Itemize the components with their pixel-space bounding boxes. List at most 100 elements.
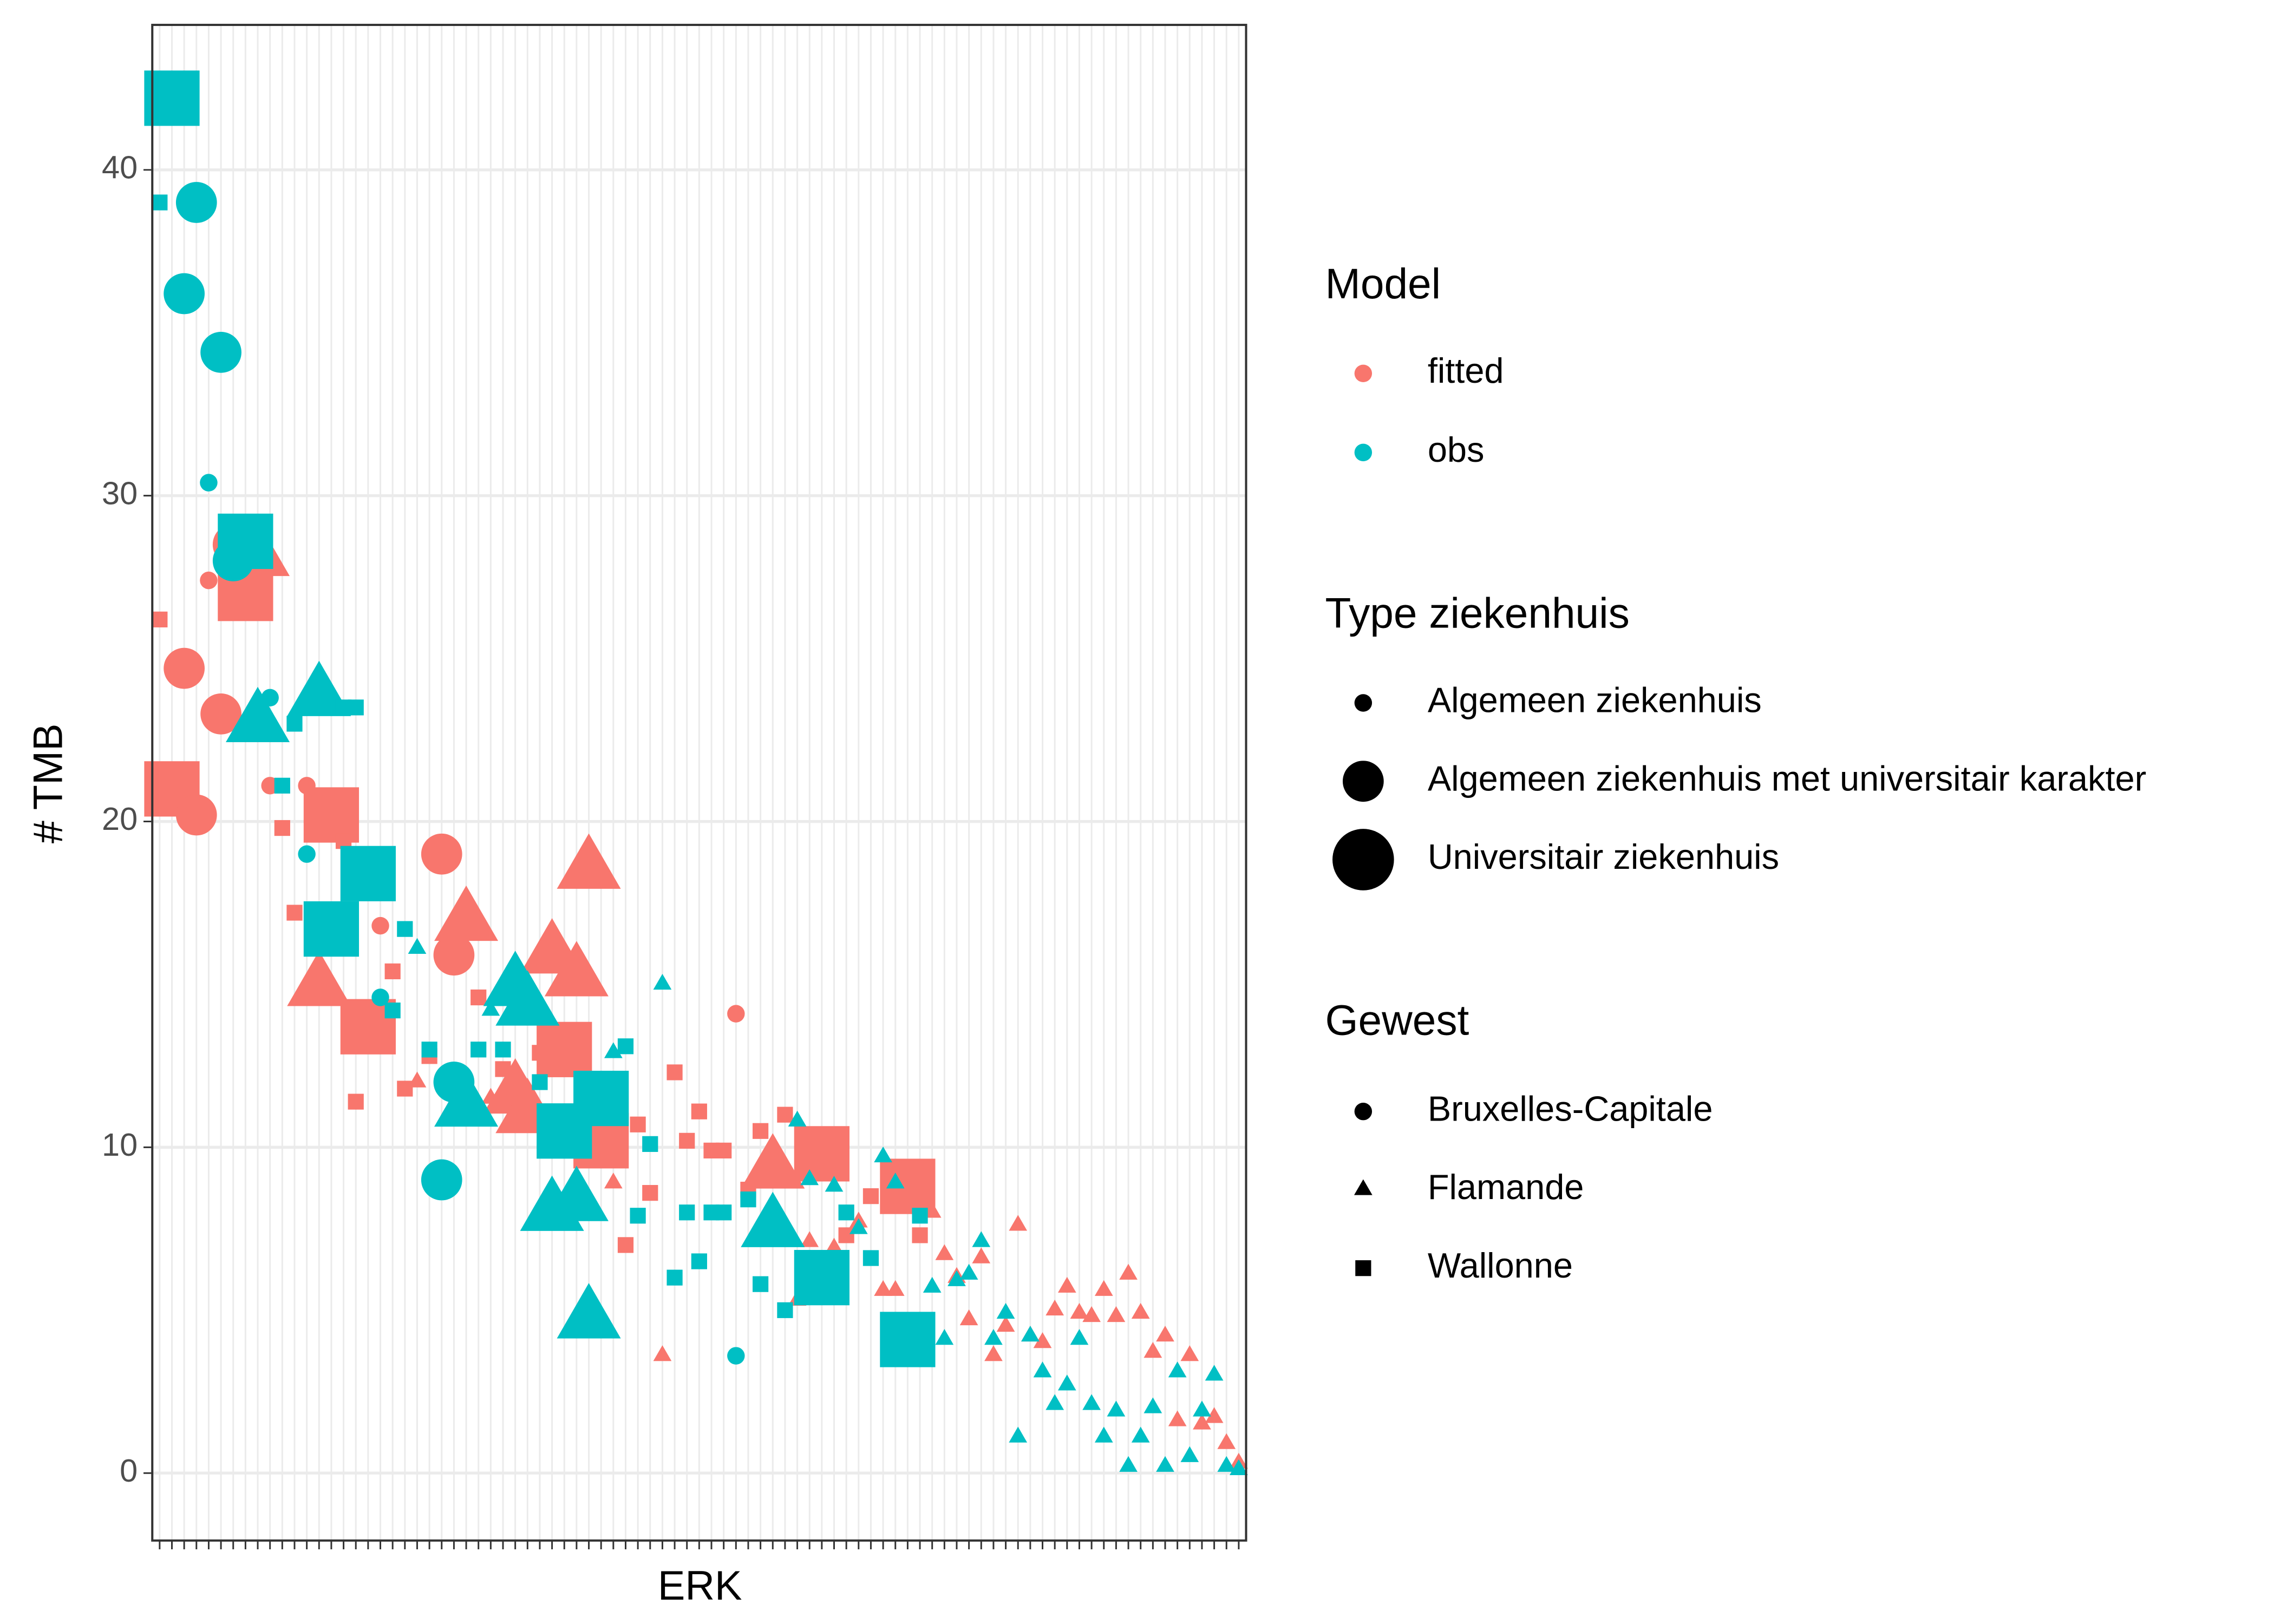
- point: [630, 1208, 646, 1224]
- point: [164, 647, 205, 689]
- point: [1168, 1361, 1187, 1378]
- point: [544, 941, 609, 997]
- legend-key: [1354, 1179, 1373, 1195]
- point: [825, 1237, 844, 1254]
- point: [226, 686, 290, 743]
- legend-label: obs: [1428, 430, 1485, 469]
- point: [741, 1133, 805, 1189]
- point: [1131, 1302, 1150, 1319]
- point: [1217, 1433, 1236, 1449]
- point: [996, 1315, 1015, 1332]
- point: [1033, 1361, 1052, 1378]
- legend-key: [1355, 1260, 1371, 1276]
- point: [200, 331, 241, 373]
- legend-title: Model: [1325, 260, 1441, 307]
- point: [874, 1280, 892, 1296]
- point: [886, 1280, 905, 1296]
- point: [303, 901, 360, 957]
- point: [1119, 1263, 1138, 1280]
- point: [1217, 1456, 1236, 1472]
- point: [200, 474, 218, 492]
- point: [604, 1173, 623, 1189]
- point: [1143, 1342, 1162, 1358]
- point: [1045, 1299, 1064, 1316]
- point: [1143, 1397, 1162, 1413]
- point: [740, 1191, 756, 1208]
- legend-key: [1354, 1102, 1373, 1121]
- point: [666, 1269, 683, 1286]
- point: [532, 1074, 548, 1090]
- point: [397, 921, 413, 937]
- point: [679, 1132, 695, 1149]
- point: [862, 1250, 879, 1266]
- point: [348, 699, 364, 716]
- legend-label: Algemeen ziekenhuis: [1428, 680, 1762, 720]
- point: [537, 1021, 592, 1077]
- point: [838, 1227, 854, 1243]
- legend-key: [1342, 761, 1384, 802]
- point: [886, 1173, 905, 1189]
- point: [1070, 1328, 1089, 1345]
- point: [794, 1249, 850, 1306]
- point: [274, 777, 290, 794]
- point: [838, 1204, 854, 1221]
- point: [471, 989, 487, 1006]
- point: [727, 1005, 745, 1023]
- point: [1156, 1325, 1174, 1342]
- point: [1168, 1410, 1187, 1426]
- point: [348, 1093, 364, 1110]
- point: [972, 1231, 991, 1247]
- y-tick-label: 40: [102, 149, 138, 186]
- point: [959, 1263, 978, 1280]
- point: [948, 1270, 966, 1286]
- point: [557, 1283, 621, 1339]
- point: [421, 1159, 462, 1201]
- point: [984, 1345, 1003, 1361]
- x-axis-title: ERK: [658, 1563, 742, 1609]
- point: [152, 611, 168, 627]
- point: [495, 970, 560, 1026]
- legend-label: fitted: [1428, 351, 1504, 390]
- point: [1230, 1459, 1248, 1475]
- axes: 0 10 20 30 40: [102, 149, 1240, 1550]
- point: [825, 1176, 844, 1192]
- point: [1057, 1276, 1076, 1293]
- point: [274, 820, 290, 836]
- point: [862, 1188, 879, 1204]
- point: [1107, 1306, 1126, 1322]
- point: [557, 833, 621, 889]
- y-tick-label: 0: [120, 1452, 138, 1489]
- point: [800, 1231, 819, 1247]
- point: [200, 571, 218, 590]
- point: [1045, 1394, 1064, 1410]
- point: [1205, 1407, 1224, 1423]
- point: [666, 1064, 683, 1081]
- point: [1131, 1426, 1150, 1443]
- point: [1119, 1456, 1138, 1472]
- legend-title: Type ziekenhuis: [1325, 590, 1630, 637]
- legend-label: Algemeen ziekenhuis met universitair kar…: [1428, 758, 2146, 798]
- point: [935, 1328, 954, 1345]
- point: [653, 973, 672, 990]
- point: [912, 1208, 928, 1224]
- point: [200, 693, 241, 735]
- point: [1094, 1280, 1113, 1296]
- point: [617, 1237, 634, 1253]
- y-tick-label: 10: [102, 1127, 138, 1163]
- point: [849, 1218, 868, 1234]
- point: [984, 1328, 1003, 1345]
- point: [1082, 1394, 1101, 1410]
- point: [753, 1123, 769, 1139]
- point: [935, 1244, 954, 1260]
- point: [286, 716, 303, 732]
- point: [1193, 1400, 1211, 1417]
- point: [788, 1110, 807, 1127]
- legend-label: Universitair ziekenhuis: [1428, 837, 1779, 876]
- point: [287, 660, 351, 716]
- point: [1094, 1426, 1113, 1443]
- point: [408, 938, 427, 954]
- point: [164, 273, 205, 315]
- point: [959, 1309, 978, 1326]
